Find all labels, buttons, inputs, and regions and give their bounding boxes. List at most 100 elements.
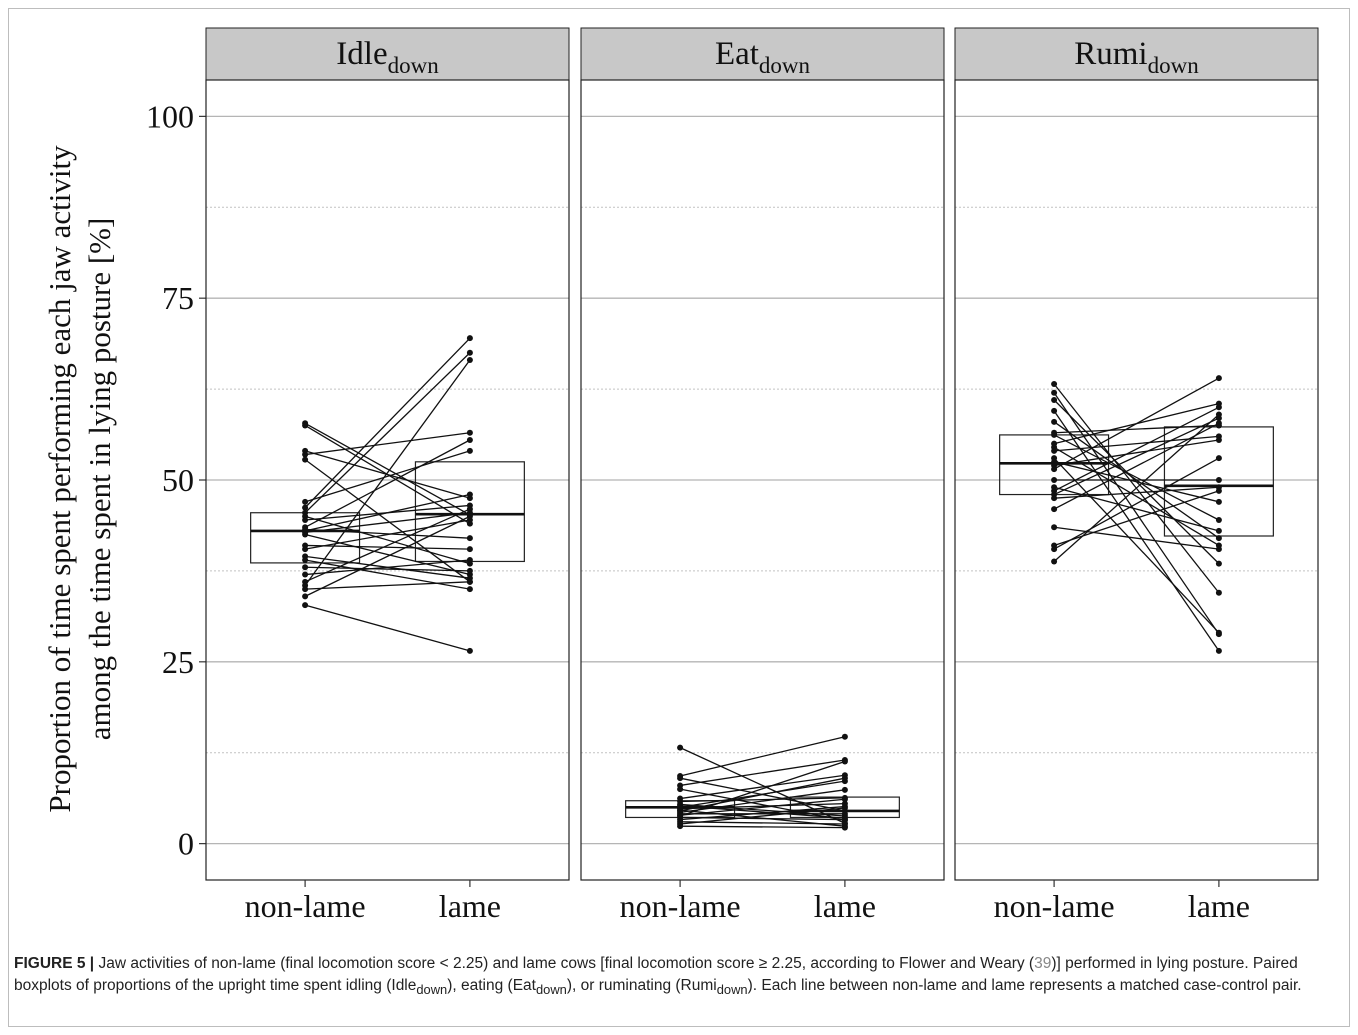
data-point-non-lame	[302, 504, 309, 511]
data-point-non-lame	[677, 813, 684, 819]
caption-text-b: )] performed in lying posture. Paired bo…	[14, 955, 1298, 994]
panel-border	[205, 79, 570, 881]
pair-line	[1053, 392, 1220, 635]
panel-border	[954, 79, 1319, 881]
pair-line	[1054, 526, 1219, 550]
pair-line	[680, 825, 845, 829]
data-point-lame	[1215, 527, 1222, 534]
pair-line	[305, 544, 470, 550]
boxplot-figure: Proportion of time spent performing each…	[42, 27, 1319, 924]
y-axis-label: Proportion of time spent performing each…	[42, 145, 117, 813]
y-axis-ticks: 0 25 50 75 100	[146, 98, 206, 862]
pair-line	[304, 337, 471, 509]
pair-line	[680, 797, 845, 803]
y-tick-label: 0	[178, 826, 194, 862]
data-point-non-lame	[1051, 381, 1058, 387]
caption-sub-eat: down	[535, 982, 567, 998]
pair-line	[680, 805, 845, 821]
data-point-non-lame	[677, 786, 684, 793]
data-point-non-lame	[302, 531, 309, 538]
data-point-lame	[466, 335, 473, 342]
data-point-lame	[1215, 411, 1222, 418]
y-axis-label-line2: among the time spent in lying posture [%…	[82, 218, 117, 741]
pair-line	[679, 759, 846, 787]
pair-line	[1053, 457, 1220, 550]
pair-line	[305, 566, 470, 572]
pair-line	[304, 439, 471, 528]
data-point-lame	[1215, 629, 1222, 636]
data-point-non-lame	[677, 802, 684, 809]
data-point-lame	[841, 733, 848, 740]
data-point-non-lame	[302, 602, 309, 609]
panel-border	[580, 79, 945, 881]
facet-title-subscript: down	[1148, 53, 1200, 78]
data-point-lame	[466, 437, 473, 443]
pair-line	[680, 789, 845, 814]
pair-line	[304, 515, 471, 597]
data-point-non-lame	[1051, 466, 1058, 473]
pair-line	[1053, 422, 1220, 510]
data-point-non-lame	[302, 546, 309, 553]
data-point-lame	[1215, 487, 1222, 494]
x-tick-label: lame	[439, 888, 501, 924]
pair-line	[679, 777, 846, 812]
data-point-lame	[1215, 477, 1222, 483]
data-point-lame	[466, 429, 473, 436]
data-point-non-lame	[302, 571, 309, 578]
x-tick-label: non-lame	[245, 888, 366, 924]
data-point-lame	[466, 506, 473, 513]
data-point-lame	[1215, 375, 1222, 382]
pair-line	[304, 519, 471, 550]
pair-line	[680, 807, 845, 825]
data-point-non-lame	[1051, 447, 1058, 454]
pair-line	[1053, 446, 1220, 547]
caption-reference-link[interactable]: 39	[1034, 955, 1052, 972]
data-point-lame	[841, 805, 848, 811]
data-point-lame	[466, 578, 473, 585]
pair-line	[304, 422, 471, 516]
facet-strip	[205, 27, 570, 81]
facet-title-main: Rumi	[1074, 36, 1147, 72]
data-point-non-lame	[302, 593, 309, 600]
caption-sub-rumi: down	[716, 982, 748, 998]
y-tick-label: 25	[162, 644, 194, 680]
data-point-non-lame	[302, 422, 309, 429]
data-point-lame	[841, 775, 848, 782]
data-point-lame	[466, 586, 473, 593]
facet-title-main: Eat	[715, 36, 759, 72]
data-point-non-lame	[1051, 495, 1058, 502]
data-point-non-lame	[1051, 431, 1058, 438]
data-point-non-lame	[302, 456, 309, 463]
data-point-non-lame	[1051, 418, 1058, 425]
data-point-non-lame	[677, 823, 684, 830]
facet-strip	[580, 27, 945, 81]
data-point-lame	[841, 796, 848, 803]
data-point-non-lame	[1051, 477, 1058, 483]
data-point-non-lame	[302, 557, 309, 563]
data-point-lame	[466, 647, 473, 654]
pair-line	[1053, 410, 1220, 652]
facet-title: Rumidown	[1074, 36, 1199, 78]
data-point-lame	[1215, 647, 1222, 654]
pair-line	[304, 533, 471, 576]
pair-line	[304, 559, 471, 590]
pair-line	[305, 581, 470, 590]
data-point-lame	[1215, 404, 1222, 411]
pair-line	[304, 450, 471, 499]
data-point-non-lame	[1051, 524, 1058, 531]
pair-line	[304, 450, 471, 503]
y-tick-label: 75	[162, 280, 194, 316]
figure-caption: FIGURE 5 | Jaw activities of non-lame (f…	[14, 953, 1342, 1001]
data-point-lame	[1215, 517, 1222, 523]
pair-line	[679, 760, 846, 817]
pair-line	[1053, 417, 1220, 496]
pair-line	[304, 352, 471, 514]
pair-line	[304, 493, 471, 532]
pair-line	[1053, 461, 1220, 503]
pair-line	[305, 512, 470, 534]
data-point-non-lame	[1051, 558, 1058, 565]
caption-sub-idle: down	[416, 982, 448, 998]
facet-panel: Rumidown non-lame lame	[954, 27, 1319, 924]
data-point-non-lame	[1051, 389, 1058, 396]
data-point-non-lame	[1051, 397, 1058, 403]
